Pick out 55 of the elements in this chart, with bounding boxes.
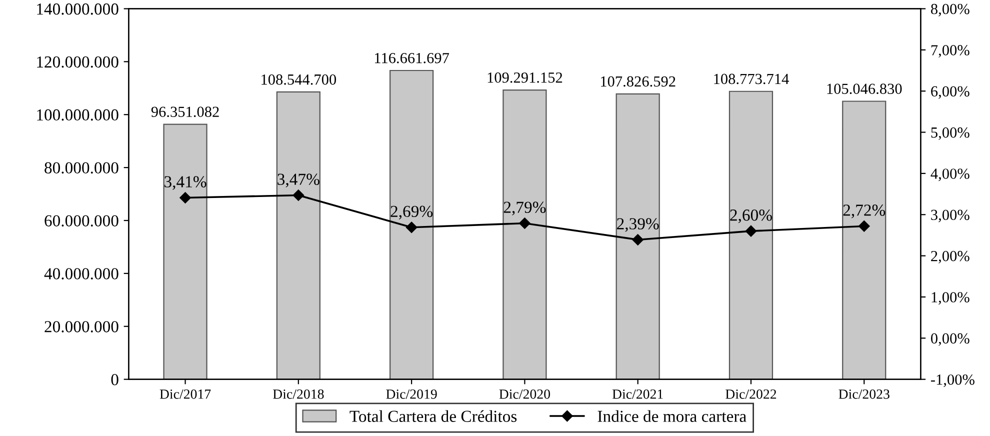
y2-tick-label: 8,00%: [931, 4, 970, 16]
y-tick-label: 20.000.000: [44, 321, 118, 332]
x-tick-label: Dic/2019: [386, 389, 437, 399]
y-tick-label: 100.000.000: [37, 109, 118, 121]
data-label: 3,41%: [164, 176, 206, 190]
bar: [390, 70, 434, 380]
data-label: 108.773.714: [714, 74, 789, 84]
y2-tick-label: -1,00%: [930, 374, 974, 387]
y2-tick-label: 3,00%: [931, 210, 970, 222]
y2-tick-label: 7,00%: [931, 45, 970, 58]
y-tick-label: 120.000.000: [37, 56, 118, 68]
y2-tick-label: 6,00%: [931, 86, 970, 99]
point: [406, 222, 418, 233]
bar: [163, 124, 208, 380]
legend-label: Total Cartera de Créditos: [350, 410, 517, 422]
y2-tick-label: 5,00%: [931, 127, 970, 140]
data-label: 107.826.592: [600, 76, 676, 87]
data-label: 2,60%: [730, 210, 772, 224]
data-label: 96.351.082: [151, 106, 219, 118]
x-tick-label: Dic/2018: [272, 389, 324, 399]
point: [858, 220, 870, 232]
point: [745, 225, 757, 237]
data-label: 2,39%: [617, 218, 659, 232]
data-label: 116.661.697: [374, 52, 450, 64]
bar: [616, 93, 660, 380]
point: [180, 192, 191, 204]
bar: [276, 91, 320, 380]
x-tick-label: Dic/2022: [726, 389, 776, 399]
x-tick-label: Dic/2023: [838, 389, 890, 399]
bar: [728, 90, 774, 380]
x-tick-label: Dic/2021: [612, 389, 663, 399]
data-label: 108.544.700: [262, 74, 336, 85]
y-tick-label: 80.000.000: [44, 162, 118, 174]
data-label: 2,69%: [390, 206, 433, 220]
data-label: 3,47%: [278, 174, 320, 188]
data-label: 105.046.830: [827, 84, 902, 94]
y2-tick-label: 1,00%: [932, 292, 970, 305]
point: [292, 190, 304, 201]
y-tick-label: 60.000.000: [44, 215, 118, 227]
x-tick-label: Dic/2017: [160, 389, 211, 399]
data-label: 109.291.152: [488, 72, 562, 83]
y2-tick-label: 2,00%: [931, 250, 970, 264]
bar: [842, 100, 886, 380]
point: [519, 218, 530, 229]
y2-tick-label: 4,00%: [930, 168, 970, 182]
point: [632, 234, 644, 246]
data-label: 2,79%: [504, 202, 546, 216]
y-tick-label: 40.000.000: [44, 268, 118, 280]
legend-label: Indice de mora cartera: [598, 410, 746, 422]
bar: [502, 89, 547, 380]
y2-tick-label: 0,00%: [931, 333, 970, 346]
y-tick-label: 0: [111, 374, 118, 386]
x-tick-label: Dic/2020: [499, 389, 550, 399]
y-tick-label: 140.000.000: [37, 3, 118, 15]
data-label: 2,72%: [843, 204, 886, 218]
